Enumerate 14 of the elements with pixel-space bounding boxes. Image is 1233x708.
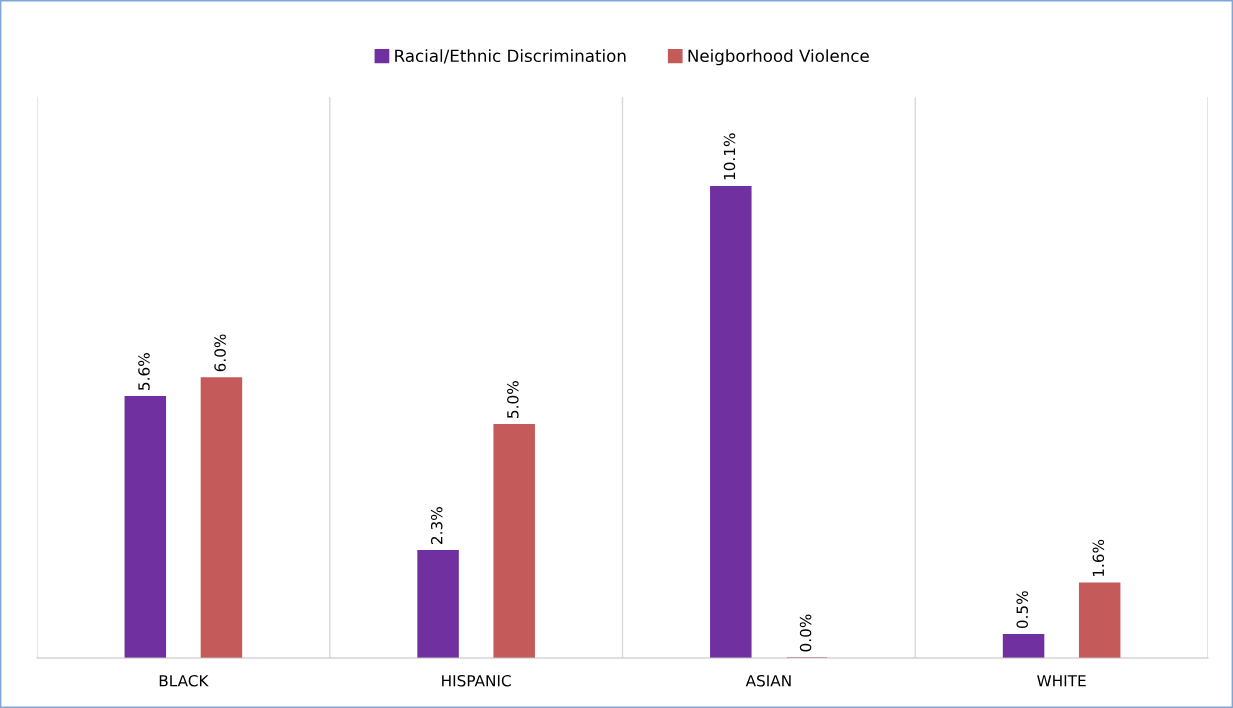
data-label: 2.3% [430,507,443,544]
data-label: 10.1% [723,133,736,180]
data-label: 5.0% [507,381,519,418]
x-tick-label: HISPANIC [442,674,511,687]
data-label: 0.0% [799,614,812,652]
x-tick-label: ASIAN [745,674,791,687]
data-label: 1.6% [1092,539,1105,577]
x-tick-label: WHITE [1037,675,1086,687]
data-label: 6.0% [214,334,226,372]
data-label: 0.5% [1016,591,1028,629]
data-label: 5.6% [138,353,150,390]
legend-label: Neigborhood Violence [688,49,869,66]
x-tick-label: BLACK [159,674,209,687]
legend-label: Racial/Ethnic Discrimination [395,49,626,64]
